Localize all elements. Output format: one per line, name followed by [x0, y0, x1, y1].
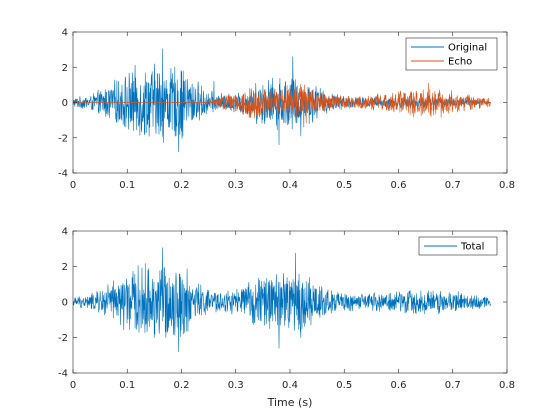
- top-x-tick-label: 0.2: [174, 180, 190, 191]
- bottom-x-tick-label: 0.8: [499, 380, 515, 391]
- bottom-y-tick-label: 2: [62, 262, 68, 273]
- bottom-x-tick-label: 0: [70, 380, 76, 391]
- top-x-tick-label: 0: [70, 180, 76, 191]
- bottom-x-tick-label: 0.2: [174, 380, 190, 391]
- top-y-tick-label: -2: [58, 133, 68, 144]
- top-y-tick-label: -4: [58, 169, 68, 180]
- top-x-tick-label: 0.7: [445, 180, 461, 191]
- bottom-y-tick-label: -4: [58, 369, 68, 380]
- top-legend-label-original: Original: [448, 43, 487, 54]
- bottom-axes-ticks: 0 0.1 0.2 0.3 0.4 0.5 0.6 0.7 0.8 4 2 0 -2 -4: [58, 227, 515, 392]
- top-y-tick-label: 4: [62, 28, 68, 39]
- top-x-tick-label: 0.8: [499, 180, 515, 191]
- top-legend-label-echo: Echo: [448, 57, 472, 68]
- bottom-axes: 0 0.1 0.2 0.3 0.4 0.5 0.6 0.7 0.8 4 2 0 -2 -4 Total T…: [58, 227, 515, 410]
- bottom-x-tick-label: 0.6: [391, 380, 407, 391]
- top-y-tick-label: 0: [62, 98, 68, 109]
- top-x-tick-label: 0.4: [282, 180, 298, 191]
- top-legend: Original Echo: [405, 37, 498, 71]
- bottom-x-tick-label: 0.4: [282, 380, 298, 391]
- top-legend-box: [405, 37, 498, 71]
- top-x-tick-label: 0.3: [228, 180, 244, 191]
- top-axes-ticks: 0 0.1 0.2 0.3 0.4 0.5 0.6 0.7 0.8 4 2 0 -2 -4: [58, 28, 515, 192]
- top-x-tick-label: 0.1: [119, 180, 135, 191]
- top-x-tick-label: 0.5: [336, 180, 352, 191]
- bottom-legend: Total: [418, 236, 498, 256]
- bottom-legend-label-total: Total: [460, 242, 484, 253]
- top-plot-area: [73, 48, 491, 153]
- bottom-x-tick-label: 0.7: [445, 380, 461, 391]
- bottom-plot-area: [73, 247, 492, 353]
- bottom-x-tick-label: 0.3: [228, 380, 244, 391]
- bottom-y-tick-label: -2: [58, 333, 68, 344]
- bottom-legend-box: [418, 236, 498, 256]
- bottom-y-tick-label: 0: [62, 298, 68, 309]
- bottom-y-tick-label: 4: [62, 227, 68, 238]
- bottom-x-axis-label: Time (s): [267, 396, 313, 409]
- top-x-tick-label: 0.6: [391, 180, 407, 191]
- top-y-tick-label: 2: [62, 63, 68, 74]
- top-series-echo-line: [73, 79, 491, 124]
- bottom-series-total-line: [73, 247, 492, 353]
- bottom-x-tick-label: 0.5: [336, 380, 352, 391]
- bottom-x-tick-label: 0.1: [119, 380, 135, 391]
- top-axes: 0 0.1 0.2 0.3 0.4 0.5 0.6 0.7 0.8 4 2 0 -2 -4 Origina…: [58, 28, 515, 192]
